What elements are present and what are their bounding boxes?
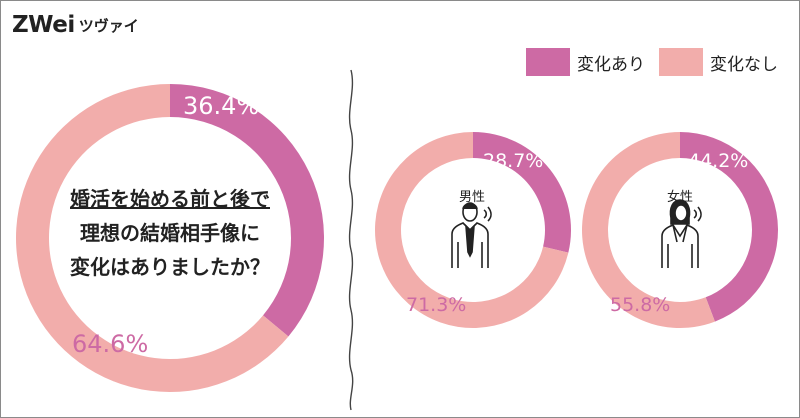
- male-unchanged-pct: 71.3%: [406, 294, 467, 316]
- legend-item-unchanged: 変化なし: [659, 48, 778, 76]
- slice-changed-女性: [680, 132, 778, 322]
- female-changed-pct: 44.2%: [688, 150, 749, 172]
- overall-unchanged-pct: 64.6%: [72, 330, 149, 358]
- female-unchanged-pct: 55.8%: [610, 294, 671, 316]
- male-businessman-icon: [451, 202, 492, 268]
- legend-label-changed: 変化あり: [577, 54, 645, 75]
- slice-changed-男性: [473, 132, 571, 253]
- legend-item-changed: 変化あり: [526, 48, 645, 76]
- female-businesswoman-icon: [661, 199, 702, 268]
- question-line-2: 理想の結婚相手像に: [80, 221, 260, 245]
- donut-male: [374, 132, 571, 328]
- question-line-3: 変化はありましたか？: [70, 255, 270, 279]
- brand-logo: ZWei ツヴァイ: [12, 10, 139, 40]
- donut-female: [582, 132, 778, 328]
- slice-changed-全体: [170, 84, 325, 337]
- slice-unchanged-女性: [582, 132, 715, 328]
- legend: 変化あり 変化なし: [526, 48, 778, 76]
- legend-swatch-changed: [526, 48, 570, 76]
- male-changed-pct: 28.7%: [483, 150, 544, 172]
- question-line-1: 婚活を始める前と後で: [70, 187, 270, 211]
- legend-label-unchanged: 変化なし: [710, 54, 778, 75]
- male-label: 男性: [458, 190, 485, 205]
- female-label: 女性: [666, 190, 693, 205]
- brand-katakana: ツヴァイ: [78, 16, 139, 35]
- slice-unchanged-全体: [16, 84, 289, 392]
- donut-overall: [16, 84, 325, 392]
- brand-name: ZWei: [12, 12, 75, 38]
- overall-changed-pct: 36.4%: [183, 92, 260, 120]
- legend-swatch-unchanged: [659, 48, 703, 76]
- wavy-divider: [348, 69, 354, 411]
- question-text: 婚活を始める前と後で 理想の結婚相手像に 変化はありましたか？: [50, 182, 290, 284]
